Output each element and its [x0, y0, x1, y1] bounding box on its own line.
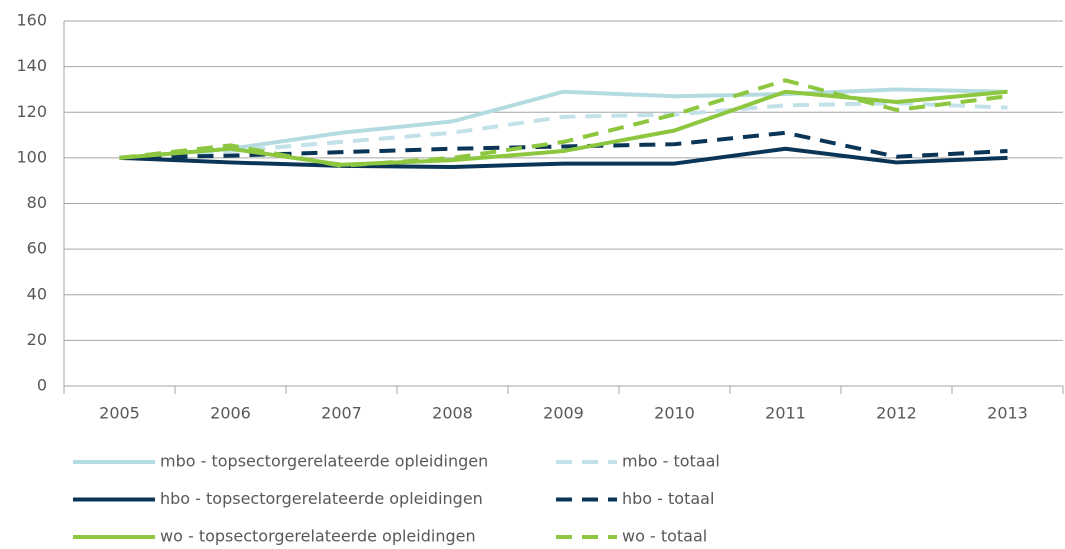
x-tick-label: 2011 [765, 404, 806, 423]
x-tick-label: 2010 [654, 404, 695, 423]
series-line [119, 87, 1008, 160]
y-tick-label: 20 [27, 330, 47, 349]
y-tick-label: 160 [16, 11, 47, 30]
series-line [119, 130, 1008, 160]
x-tick-label: 2005 [99, 404, 140, 423]
x-tick-label: 2013 [987, 404, 1028, 423]
legend-label: hbo - topsectorgerelateerde opleidingen [160, 489, 483, 508]
legend-label: wo - totaal [622, 527, 707, 546]
y-tick-label: 40 [27, 284, 47, 303]
y-tick-label: 0 [37, 376, 47, 395]
legend-label: mbo - topsectorgerelateerde opleidingen [160, 452, 488, 471]
legend-label: hbo - totaal [622, 489, 714, 508]
x-tick-label: 2012 [876, 404, 917, 423]
legend-label: mbo - totaal [622, 452, 720, 471]
y-tick-label: 60 [27, 239, 47, 258]
series-line [119, 78, 1008, 168]
y-tick-label: 80 [27, 193, 47, 212]
y-tick-label: 120 [16, 102, 47, 121]
x-tick-label: 2007 [321, 404, 362, 423]
y-tick-label: 140 [16, 56, 47, 75]
x-tick-label: 2008 [432, 404, 473, 423]
x-tick-label: 2009 [543, 404, 584, 423]
y-tick-label: 100 [16, 147, 47, 166]
x-tick-label: 2006 [210, 404, 251, 423]
series-line [119, 101, 1008, 160]
series-line [119, 146, 1008, 169]
legend-label: wo - topsectorgerelateerde opleidingen [160, 527, 476, 546]
